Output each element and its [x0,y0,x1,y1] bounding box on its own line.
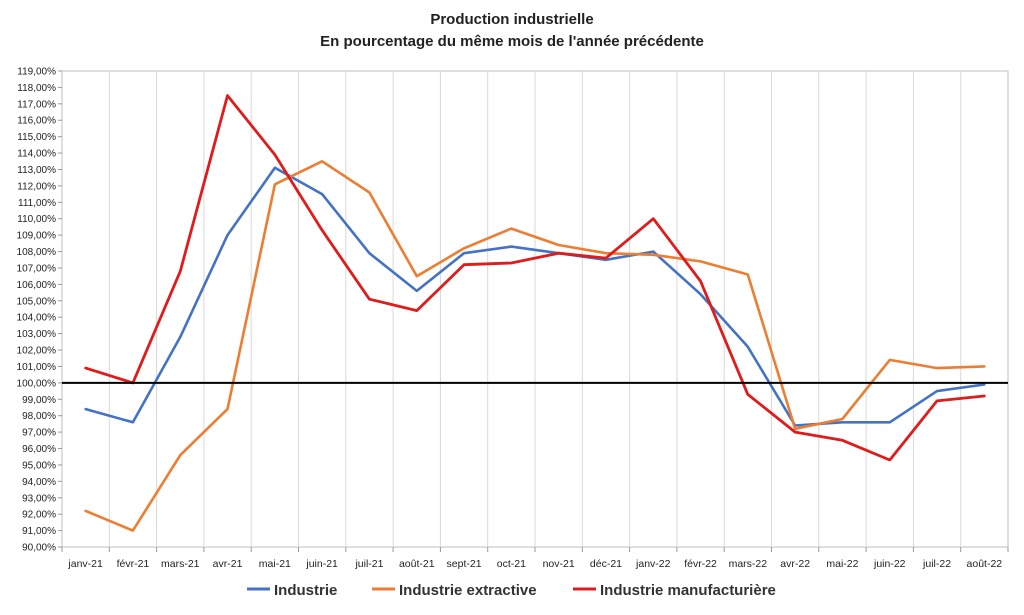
x-tick-label: janv-22 [635,558,671,570]
y-tick-label: 113,00% [17,165,56,176]
x-tick-label: févr-22 [684,558,717,570]
x-tick-label: juil-22 [922,558,951,570]
x-tick-label: mars-22 [729,558,768,570]
x-tick-label: avr-22 [780,558,810,570]
x-tick-label: juin-21 [305,558,338,570]
y-tick-label: 99,00% [22,395,56,406]
legend-label-3: Industrie manufacturière [600,582,776,599]
x-tick-label: mai-22 [826,558,858,570]
y-tick-label: 119,00% [17,67,56,78]
x-tick-label: févr-21 [117,558,150,570]
y-tick-label: 94,00% [22,477,56,488]
legend-label-2: Industrie extractive [399,582,537,599]
y-tick-label: 107,00% [17,263,57,274]
y-tick-label: 91,00% [22,526,56,537]
x-tick-label: avr-21 [213,558,243,570]
y-tick-label: 100,00% [17,378,57,389]
x-tick-label: juin-22 [873,558,906,570]
y-tick-label: 96,00% [22,444,56,455]
x-tick-label: mars-21 [161,558,200,570]
y-tick-label: 103,00% [17,329,57,340]
series-line-3 [84,94,986,462]
x-tick-label: mai-21 [259,558,291,570]
y-tick-label: 108,00% [17,247,57,258]
y-tick-label: 115,00% [17,132,56,143]
y-tick-label: 90,00% [22,543,56,554]
legend-label-1: Industrie [274,582,337,599]
series-line-2 [84,160,986,532]
chart-title: Production industrielle [430,11,594,28]
y-tick-label: 106,00% [17,280,57,291]
series-line-1 [84,166,986,427]
y-tick-label: 104,00% [17,313,57,324]
y-tick-label: 118,00% [17,83,56,94]
y-tick-label: 92,00% [22,510,56,521]
y-tick-label: 117,00% [17,99,56,110]
y-tick-label: 116,00% [17,116,56,127]
x-tick-label: sept-21 [447,558,482,570]
y-tick-label: 98,00% [22,411,56,422]
chart-subtitle: En pourcentage du même mois de l'année p… [320,33,704,50]
y-tick-label: 105,00% [17,296,57,307]
y-tick-label: 97,00% [22,428,56,439]
x-tick-label: déc-21 [590,558,622,570]
y-tick-label: 114,00% [17,149,56,160]
x-tick-label: oct-21 [497,558,526,570]
x-tick-label: juil-21 [354,558,383,570]
y-tick-label: 101,00% [17,362,57,373]
y-tick-label: 102,00% [17,346,57,357]
x-tick-label: janv-21 [67,558,103,570]
y-tick-label: 93,00% [22,493,56,504]
y-tick-label: 110,00% [17,214,56,225]
x-tick-label: août-21 [399,558,435,570]
y-tick-label: 111,00% [18,198,56,209]
y-tick-label: 109,00% [17,231,57,242]
x-tick-label: nov-21 [543,558,575,570]
x-tick-label: août-22 [967,558,1003,570]
y-tick-label: 95,00% [22,460,56,471]
y-tick-label: 112,00% [17,181,56,192]
